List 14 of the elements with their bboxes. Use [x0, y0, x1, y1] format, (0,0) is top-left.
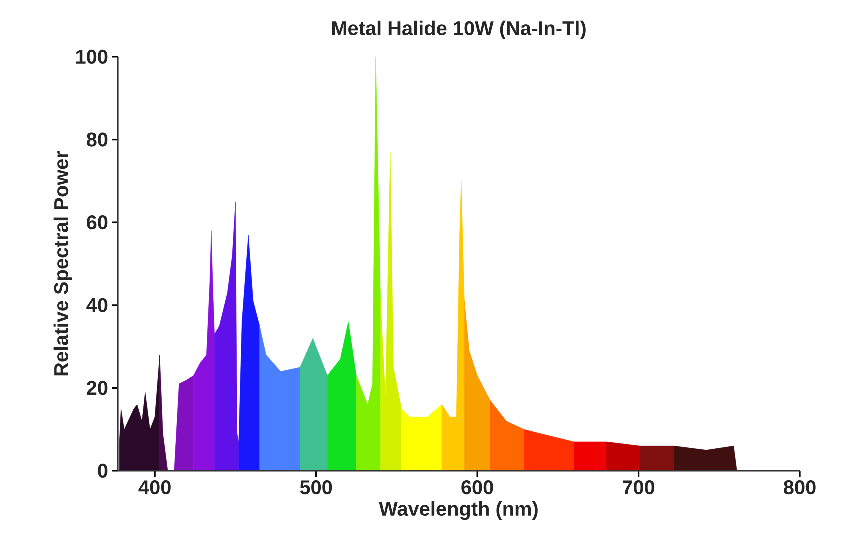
- x-tick-label: 500: [300, 480, 332, 495]
- y-tick-label: 100: [76, 50, 108, 64]
- y-tick-label: 80: [86, 132, 108, 147]
- y-tick-label: 40: [86, 298, 108, 312]
- x-tick-label: 800: [784, 480, 816, 495]
- chart-title: Metal Halide 10W (Na-In-Tl): [332, 20, 586, 40]
- y-axis-title: Relative Spectral Power: [54, 151, 72, 376]
- x-axis-title: Wavelength (nm): [379, 501, 538, 520]
- x-tick-label: 400: [138, 480, 171, 495]
- x-tick-label: 600: [462, 480, 494, 495]
- y-tick-label: 60: [87, 216, 108, 230]
- x-tick-label: 700: [623, 480, 655, 495]
- y-tick-label: 0: [98, 464, 108, 478]
- y-tick-label: 20: [87, 381, 108, 396]
